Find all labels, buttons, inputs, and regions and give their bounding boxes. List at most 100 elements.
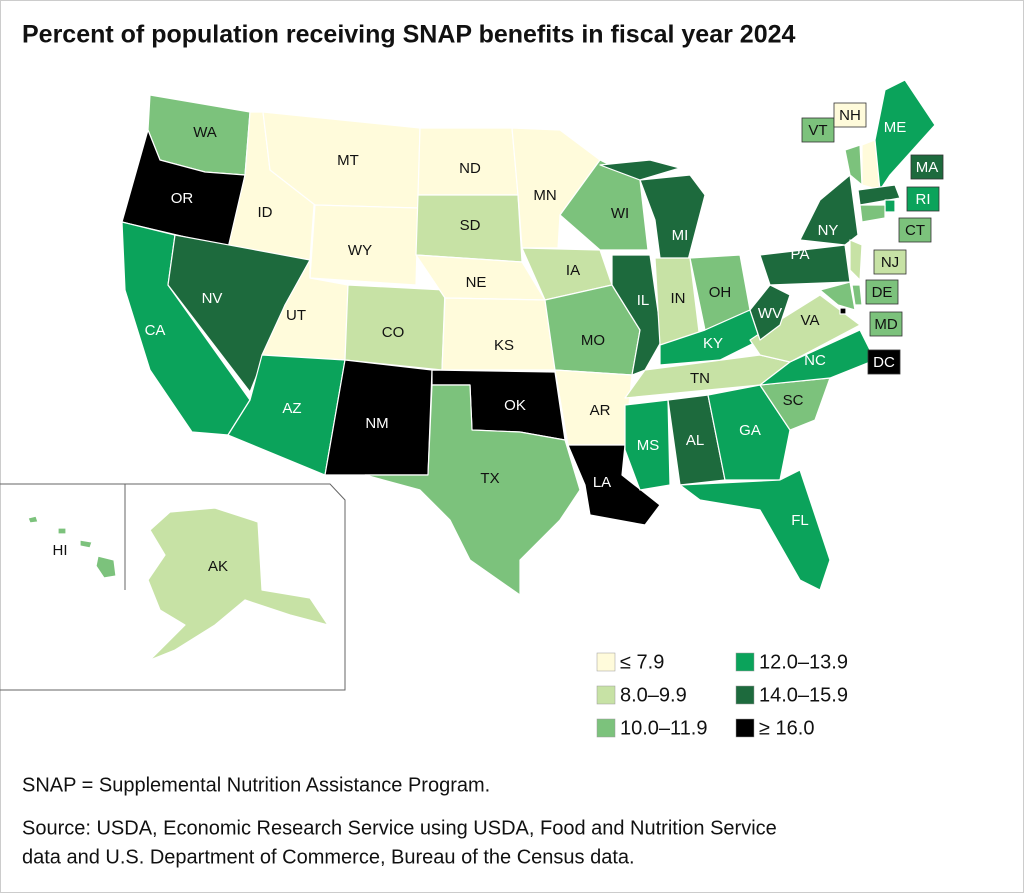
state-shape xyxy=(749,284,791,341)
state-label: NV xyxy=(202,290,223,307)
label-box xyxy=(801,117,835,143)
state-shape xyxy=(57,527,67,535)
state-label: CO xyxy=(382,324,405,341)
state-shape xyxy=(884,199,896,213)
state-shape xyxy=(227,354,346,476)
state-label: KY xyxy=(703,335,723,352)
state-label: ME xyxy=(884,119,907,136)
state-label: PA xyxy=(791,246,810,263)
state-shape xyxy=(95,555,117,579)
label-box xyxy=(873,249,907,275)
state-label: MT xyxy=(337,152,359,169)
legend-swatch xyxy=(735,685,755,705)
state-label: NC xyxy=(804,352,826,369)
state-shape xyxy=(849,239,863,281)
states xyxy=(27,79,936,661)
inset-border xyxy=(0,483,346,691)
state-label: FL xyxy=(791,512,809,529)
state-shape xyxy=(79,539,93,549)
state-label: AZ xyxy=(282,400,301,417)
state-shape xyxy=(819,281,856,311)
state-label: WV xyxy=(758,305,782,322)
state-label: IA xyxy=(566,262,580,279)
legend-swatch xyxy=(735,718,755,738)
state-label: DE xyxy=(872,284,893,301)
state-label: SD xyxy=(460,217,481,234)
title: Percent of population receiving SNAP ben… xyxy=(22,21,795,49)
state-label: IL xyxy=(637,292,650,309)
state-label: MI xyxy=(672,227,689,244)
state-label: AK xyxy=(208,558,228,575)
state-label: MN xyxy=(533,187,556,204)
state-shape xyxy=(147,507,329,661)
state-label: MS xyxy=(637,437,660,454)
legend-label: ≥ 16.0 xyxy=(759,717,814,739)
legend-swatch xyxy=(596,652,616,672)
label-box xyxy=(906,186,940,212)
state-shape xyxy=(599,159,681,181)
legend-swatch xyxy=(735,652,755,672)
state-shape xyxy=(679,469,831,591)
legend-swatch xyxy=(596,718,616,738)
label-box xyxy=(898,217,932,243)
legend-label: ≤ 7.9 xyxy=(620,651,664,673)
legend-label: 14.0–15.9 xyxy=(759,684,848,706)
state-shape xyxy=(511,127,601,249)
state-label: HI xyxy=(53,542,68,559)
note: SNAP = Supplemental Nutrition Assistance… xyxy=(22,774,490,796)
state-label: GA xyxy=(739,422,761,439)
state-label: CT xyxy=(905,222,925,239)
label-box xyxy=(869,311,903,337)
state-shape xyxy=(759,329,876,386)
note: Source: USDA, Economic Research Service … xyxy=(22,817,777,839)
legend-label: 10.0–11.9 xyxy=(620,717,708,739)
legend-label: 12.0–13.9 xyxy=(759,651,848,673)
state-label: NE xyxy=(466,274,487,291)
state-shape xyxy=(839,307,847,315)
state-label: NY xyxy=(818,222,839,239)
state-shape xyxy=(799,174,859,246)
legend-label: 8.0–9.9 xyxy=(620,684,687,706)
state-label: ID xyxy=(258,204,273,221)
legend-swatch xyxy=(596,685,616,705)
state-label: NJ xyxy=(881,254,899,271)
notes: SNAP = Supplemental Nutrition Assistance… xyxy=(22,774,777,868)
legend: ≤ 7.9 8.0–9.9 10.0–11.9 12.0–13.9 14.0–15.9 ≥… xyxy=(596,651,848,739)
state-label: VT xyxy=(808,122,827,139)
state-shape xyxy=(364,384,581,596)
state-shape xyxy=(857,184,901,206)
state-label: WA xyxy=(193,124,217,141)
state-label: MA xyxy=(916,159,939,176)
state-shape xyxy=(851,284,863,306)
state-label: AL xyxy=(686,432,704,449)
state-label: CA xyxy=(145,322,166,339)
state-label: UT xyxy=(286,307,306,324)
label-box xyxy=(910,154,944,180)
state-labels: WA OR CA ID NV MT WY UT AZ CO NM ND SD NE KS OK TX MN IA MO… xyxy=(53,102,944,575)
state-label: KS xyxy=(494,337,514,354)
state-shape xyxy=(309,204,419,286)
state-label: ND xyxy=(459,160,481,177)
state-label: IN xyxy=(671,290,686,307)
state-shape xyxy=(611,254,663,376)
state-shape xyxy=(624,399,671,491)
state-label: SC xyxy=(783,392,804,409)
state-label: DC xyxy=(873,354,895,371)
state-label: MD xyxy=(874,316,897,333)
state-shape xyxy=(707,384,791,481)
note: data and U.S. Department of Commerce, Bu… xyxy=(22,846,635,868)
state-label: WY xyxy=(348,242,372,259)
state-label: AR xyxy=(590,402,611,419)
state-shape xyxy=(859,204,886,223)
state-label: NH xyxy=(839,107,861,124)
state-label: TN xyxy=(690,370,710,387)
state-label: MO xyxy=(581,332,605,349)
state-label: WI xyxy=(611,205,629,222)
state-label: LA xyxy=(593,474,611,491)
state-label: RI xyxy=(916,191,931,208)
state-label: VA xyxy=(801,312,820,329)
label-box xyxy=(833,102,867,128)
state-shape xyxy=(27,515,39,524)
label-box xyxy=(867,349,901,375)
